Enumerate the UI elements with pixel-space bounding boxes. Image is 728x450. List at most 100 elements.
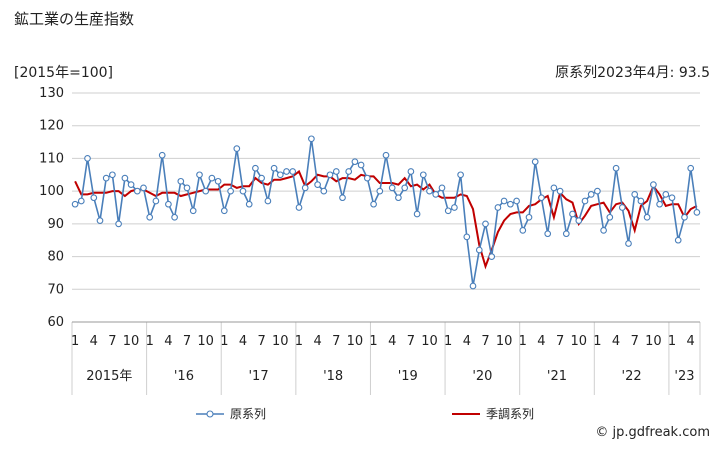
month-tick-label: 1: [220, 334, 228, 349]
raw-series-point: [569, 210, 576, 218]
raw-series-point: [152, 197, 160, 205]
raw-series-point: [245, 200, 253, 208]
raw-series-point: [513, 197, 520, 205]
raw-series-point: [407, 168, 415, 175]
raw-series-point: [121, 174, 129, 182]
raw-series-point: [133, 187, 141, 195]
month-tick-label: 7: [258, 334, 266, 349]
y-tick-label: 90: [47, 217, 64, 232]
seasonal-series-line: [74, 169, 698, 270]
raw-series-point: [345, 168, 353, 175]
raw-series-point: [382, 151, 390, 159]
raw-series-point: [562, 230, 570, 238]
raw-series-point: [668, 194, 676, 202]
raw-series-point: [674, 236, 682, 244]
raw-series-point: [171, 213, 178, 221]
raw-series-point: [202, 187, 210, 195]
month-tick-label: 4: [612, 334, 620, 349]
month-tick-label: 1: [519, 334, 527, 349]
month-tick-label: 4: [90, 334, 98, 349]
month-tick-label: 7: [183, 334, 191, 349]
raw-series-point: [525, 213, 533, 221]
y-tick-label: 70: [47, 282, 64, 297]
year-label: '21: [547, 369, 567, 384]
raw-series-point: [84, 155, 91, 162]
month-tick-label: 4: [313, 334, 321, 349]
legend-seasonal-label: 季調系列: [486, 407, 534, 421]
month-tick-label: 7: [481, 334, 489, 349]
raw-series-point: [426, 187, 433, 195]
raw-series-point: [625, 240, 632, 247]
month-tick-label: 7: [332, 334, 340, 349]
raw-series-point: [220, 207, 228, 215]
month-tick-label: 1: [71, 334, 79, 349]
raw-series-point: [71, 200, 79, 208]
raw-series-point: [264, 197, 272, 205]
year-label: '23: [674, 369, 694, 384]
raw-series-point: [177, 177, 185, 185]
raw-series-point: [90, 194, 98, 202]
month-tick-label: 1: [369, 334, 377, 349]
month-tick-label: 10: [272, 334, 289, 349]
y-tick-label: 60: [47, 315, 64, 330]
raw-series-point: [140, 184, 147, 192]
month-tick-label: 4: [537, 334, 545, 349]
y-tick-label: 130: [39, 86, 64, 101]
month-tick-label: 10: [570, 334, 587, 349]
raw-series-point: [531, 158, 539, 166]
raw-series-point: [494, 204, 502, 211]
raw-series-point: [109, 171, 116, 179]
raw-series-point: [276, 171, 284, 179]
raw-series-point: [127, 181, 135, 188]
raw-series-point: [239, 187, 247, 195]
raw-series-point: [538, 194, 545, 202]
raw-series-point: [301, 184, 309, 192]
raw-series-point: [258, 174, 265, 182]
raw-series-point: [662, 191, 670, 198]
raw-series-point: [158, 151, 166, 159]
latest-value-label: 原系列2023年4月: 93.5: [555, 65, 710, 81]
raw-series-point: [600, 227, 607, 234]
raw-series-point: [606, 213, 614, 221]
raw-series-point: [183, 184, 191, 192]
raw-series-point: [189, 207, 197, 215]
raw-series-line: [74, 138, 698, 287]
raw-series-point: [681, 213, 688, 221]
unit-label: [2015年=100]: [14, 65, 114, 81]
raw-series-point: [612, 164, 620, 172]
month-tick-label: 7: [556, 334, 564, 349]
raw-series-point: [320, 187, 328, 195]
legend-raw-label: 原系列: [230, 407, 266, 421]
month-tick-label: 1: [146, 334, 154, 349]
month-tick-label: 10: [123, 334, 140, 349]
raw-series-point: [444, 207, 452, 215]
raw-series-point: [500, 197, 508, 205]
month-tick-label: 1: [668, 334, 676, 349]
raw-series-point: [376, 187, 384, 195]
credit-text: © jp.gdfreak.com: [595, 425, 710, 440]
y-tick-label: 110: [39, 151, 64, 166]
raw-series-point: [643, 213, 651, 221]
raw-series-point: [395, 194, 402, 202]
month-tick-label: 10: [197, 334, 214, 349]
month-tick-label: 1: [295, 334, 303, 349]
month-tick-label: 4: [463, 334, 471, 349]
raw-series-point: [482, 220, 489, 228]
month-tick-label: 10: [496, 334, 513, 349]
raw-series-point: [388, 184, 396, 192]
raw-series-point: [208, 174, 216, 182]
raw-series-point: [544, 230, 552, 238]
raw-series-point: [463, 233, 471, 241]
year-label: '18: [323, 369, 343, 384]
raw-series-point: [165, 200, 172, 208]
raw-series-point: [488, 253, 496, 260]
raw-series-point: [451, 204, 458, 211]
raw-series-point: [314, 181, 321, 188]
raw-series-point: [693, 209, 701, 216]
raw-series-point: [363, 174, 371, 182]
month-tick-label: 10: [645, 334, 662, 349]
raw-series-point: [326, 171, 334, 179]
raw-series-point: [227, 187, 234, 195]
legend-raw-marker: [206, 410, 214, 418]
